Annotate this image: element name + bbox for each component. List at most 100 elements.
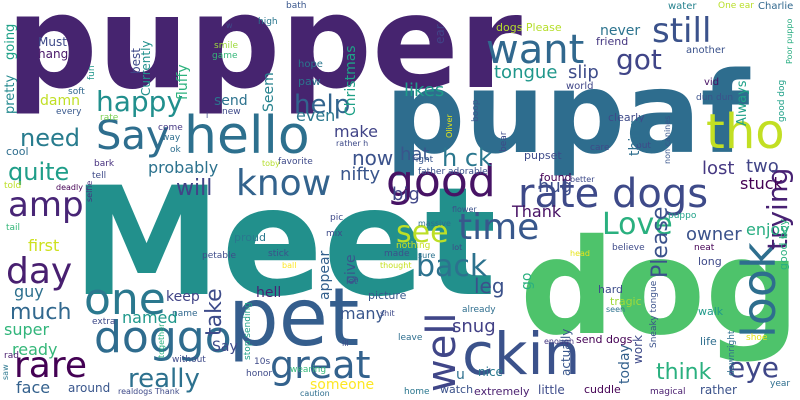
word-poor-puppo: Poor puppo (785, 18, 794, 64)
word-two: two (746, 156, 779, 177)
word-know: know (236, 163, 332, 204)
word-rare: rare (14, 345, 88, 386)
word-right: right (412, 155, 434, 165)
word-say-small: Say (212, 339, 238, 355)
word-bath: bath (286, 1, 307, 11)
word-never: never (600, 23, 641, 39)
word-friend: friend (596, 35, 629, 48)
word-another: another (686, 45, 726, 56)
word-selfie: selfie (85, 180, 94, 202)
word-appear: appear (317, 250, 333, 300)
word-smile: smile (214, 41, 238, 51)
word-name: name (172, 309, 198, 319)
word-good: good (386, 156, 496, 207)
word-found: found (540, 171, 572, 184)
word-rate-dogs: rate dogs (518, 171, 709, 217)
word-time: time (458, 207, 540, 248)
word-one: one (84, 274, 166, 325)
word-honor: honor (246, 369, 273, 379)
word-named: named (122, 308, 178, 327)
word-enough: enough (544, 337, 575, 346)
word-nice: nice (478, 365, 503, 379)
word-damn: damn (40, 93, 80, 109)
word-stuck: stuck (740, 174, 783, 193)
word-help: help (294, 90, 351, 120)
word-guy: guy (14, 282, 44, 301)
word-toby: toby (262, 159, 280, 168)
word-need: need (20, 124, 80, 152)
word-nothing: nothing (396, 241, 431, 251)
word-meet: Meet (72, 156, 497, 330)
word-actually: actually (559, 328, 573, 376)
word-ear: ear (433, 24, 447, 44)
word-still: still (652, 11, 712, 51)
word-likes: likes (404, 80, 445, 101)
word-pupaf: pupaf (385, 49, 750, 179)
word-home: home (404, 387, 430, 397)
word-many: many (340, 304, 385, 323)
word-tail: tail (6, 223, 21, 233)
word-walk: walk (698, 305, 724, 318)
word-love: Love (602, 207, 673, 242)
word-stop-sending: stop sending (243, 302, 253, 360)
word-mix: mix (326, 229, 343, 239)
word-going: going (3, 23, 18, 60)
word-cuddle: cuddle (584, 383, 621, 396)
word-extremely: extremely (474, 385, 530, 398)
word-say: Say (96, 113, 170, 159)
word-new: new (222, 107, 241, 117)
word-quite: quite (8, 158, 70, 186)
word-caution: caution (300, 389, 330, 398)
word-fun: fun (87, 65, 97, 80)
word-always: Always (735, 80, 750, 126)
word-10s: 10s (254, 357, 271, 367)
word-good-boy: good boy (777, 218, 790, 270)
word-make: make (334, 122, 378, 141)
word-hell: hell (256, 285, 282, 301)
word-christmas: Christmas (343, 45, 359, 116)
word-ready: ready (12, 340, 58, 359)
word-puppo: puppo (668, 211, 697, 221)
word-around: around (68, 381, 111, 395)
word-take: take (202, 288, 227, 336)
word-dogs-please: dogs Please (496, 21, 562, 34)
word-thought: thought (380, 261, 412, 270)
word-u: u (456, 367, 465, 383)
word-stick: stick (268, 249, 289, 259)
word-snug: snug (452, 316, 496, 337)
word-paw: paw (298, 75, 321, 88)
word-will: will (176, 176, 213, 201)
word-leave: leave (398, 333, 423, 343)
word-way: way (162, 133, 181, 143)
word-come: come (158, 123, 183, 133)
word-pupper: pupper (6, 0, 522, 118)
word-shit: shit (380, 309, 395, 318)
word-shoe: shoe (746, 333, 768, 343)
word-rather: rather (700, 383, 737, 397)
word-send: send (214, 93, 248, 109)
word-one-ear: One ear (718, 1, 754, 11)
word-long: long (698, 255, 722, 268)
word-rather-h: rather h (336, 139, 369, 148)
word-even: even (296, 106, 336, 125)
word-seem: Seem (261, 72, 277, 112)
word-father-adorable: father adorable (418, 167, 488, 177)
word-flower: flower (452, 205, 477, 214)
word-tragic: tragic (610, 295, 642, 308)
word-rate: rate (100, 113, 119, 123)
word-probably: probably (148, 158, 219, 177)
word-life: life (700, 335, 717, 348)
word-let: let (346, 277, 358, 287)
word-saw: saw (1, 364, 10, 380)
word-together: together (157, 323, 166, 358)
word-proud: proud (234, 231, 266, 244)
word-believe: believe (612, 243, 645, 253)
word-bear: bear (499, 131, 509, 152)
word-lot: lot (452, 243, 463, 252)
word-head: head (570, 249, 590, 258)
word-currently: Currently (139, 40, 153, 96)
word-dun-dun: dun dun (696, 93, 734, 103)
word-ok: ok (170, 145, 181, 155)
word-fluffy: fluffy (175, 64, 191, 100)
word-high: high (258, 17, 278, 27)
